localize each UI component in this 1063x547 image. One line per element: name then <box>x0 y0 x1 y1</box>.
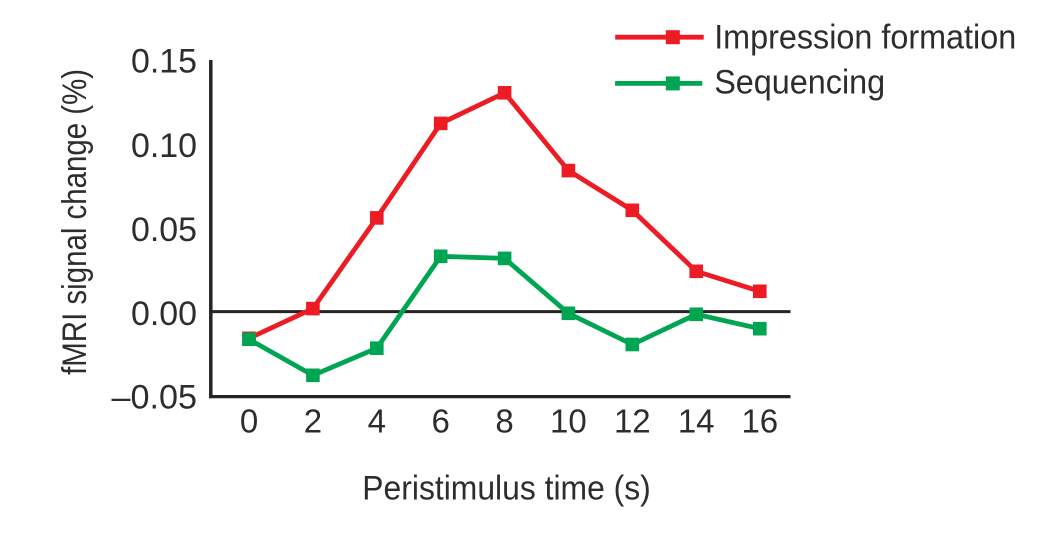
svg-text:–0.05: –0.05 <box>112 378 198 416</box>
svg-text:fMRI signal change (%): fMRI signal change (%) <box>56 69 94 375</box>
svg-text:0.05: 0.05 <box>131 211 197 249</box>
svg-text:10: 10 <box>550 402 587 439</box>
svg-text:0.10: 0.10 <box>131 127 197 165</box>
svg-text:0.00: 0.00 <box>131 295 197 333</box>
svg-text:4: 4 <box>368 402 386 439</box>
svg-text:Peristimulus time (s): Peristimulus time (s) <box>362 470 651 508</box>
svg-text:Sequencing: Sequencing <box>714 63 885 101</box>
svg-text:0: 0 <box>240 402 258 439</box>
svg-text:12: 12 <box>614 402 651 439</box>
svg-text:8: 8 <box>495 402 513 439</box>
svg-text:16: 16 <box>741 402 778 439</box>
svg-text:Impression formation: Impression formation <box>714 19 1016 57</box>
svg-text:6: 6 <box>432 402 450 439</box>
svg-text:14: 14 <box>678 402 715 439</box>
svg-text:0.15: 0.15 <box>131 43 197 81</box>
svg-text:2: 2 <box>304 402 322 439</box>
